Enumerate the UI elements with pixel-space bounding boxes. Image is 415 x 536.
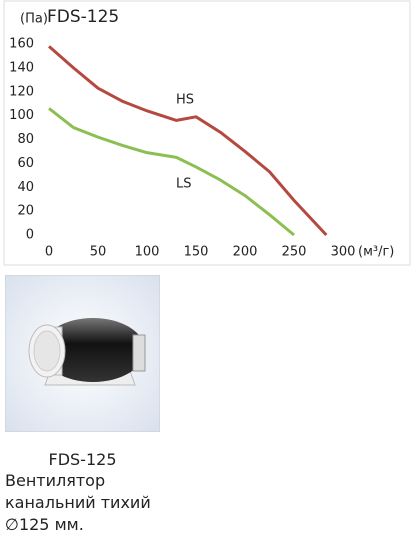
y-tick-label: 120	[9, 84, 34, 99]
line-series	[48, 107, 295, 237]
series-label: HS	[176, 92, 194, 107]
x-tick-label: 150	[184, 245, 209, 260]
line-series	[48, 45, 328, 237]
x-tick-label: 100	[135, 245, 160, 260]
x-tick-label: 250	[282, 245, 307, 260]
x-tick-label: 300	[331, 245, 356, 260]
chart-title: FDS-125	[47, 7, 119, 27]
chart-frame	[3, 0, 411, 266]
y-tick-label: 140	[9, 60, 34, 75]
chart: (Па) FDS-125 (м³/г) 0 20 40 60 80 100 120 140 16…	[3, 0, 411, 266]
x-axis-label: (м³/г)	[358, 245, 394, 260]
product-description: канальний тихий	[5, 493, 151, 512]
y-axis-label: (Па)	[20, 12, 48, 27]
product-description: ∅125 мм.	[5, 515, 84, 534]
product-description: Вентилятор	[5, 471, 106, 490]
y-tick-label: 40	[17, 180, 34, 195]
y-tick-label: 80	[17, 132, 34, 147]
y-tick-label: 160	[9, 37, 34, 52]
product-image	[5, 275, 160, 432]
series-label: LS	[176, 176, 192, 191]
y-tick-label: 20	[17, 204, 34, 219]
y-tick-label: 0	[26, 228, 34, 243]
y-tick-label: 100	[9, 108, 34, 123]
x-tick-label: 200	[233, 245, 258, 260]
x-tick-label: 0	[45, 245, 53, 260]
y-tick-label: 60	[17, 156, 34, 171]
x-tick-label: 50	[90, 245, 107, 260]
product-model: FDS-125	[48, 450, 117, 469]
